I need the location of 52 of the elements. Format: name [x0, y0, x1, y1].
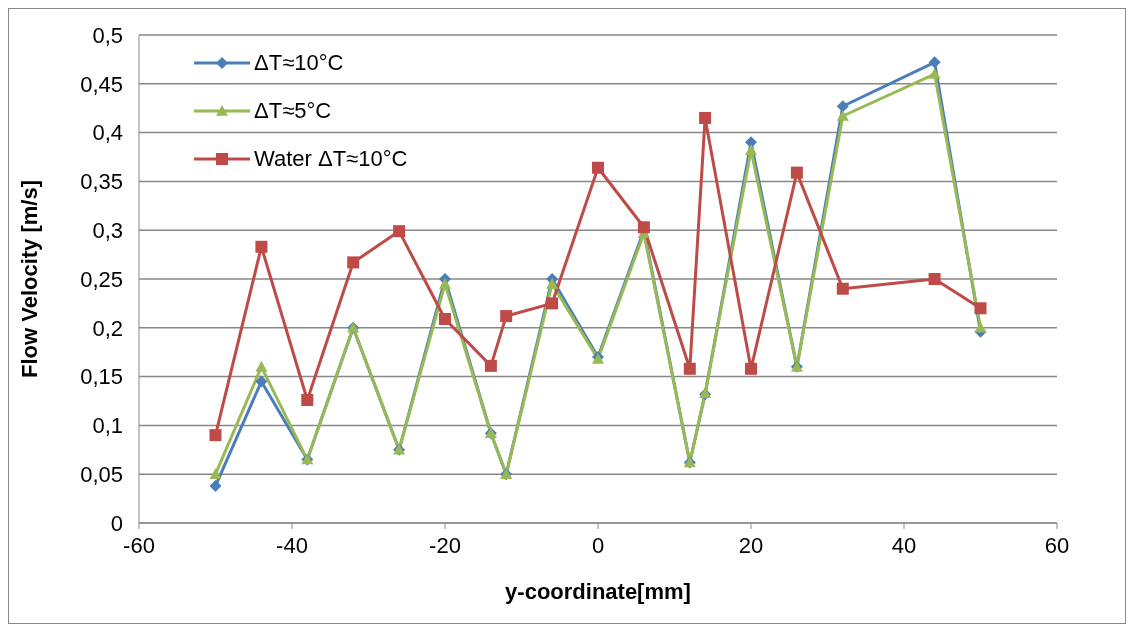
y-tick-label: 0,05 [80, 462, 123, 488]
point [255, 360, 268, 372]
point [301, 394, 314, 407]
point [836, 110, 849, 121]
y-tick-label: 0,25 [80, 266, 123, 292]
point [928, 56, 941, 69]
x-tick-label: -60 [123, 532, 155, 558]
y-tick-label: 0 [110, 510, 123, 536]
point [974, 302, 987, 315]
point [439, 313, 451, 326]
x-tick-label: 0 [591, 532, 605, 558]
point [209, 429, 222, 442]
point [790, 166, 803, 179]
x-tick-label: -20 [429, 532, 461, 558]
point [209, 468, 222, 479]
y-tick-label: 0,4 [92, 120, 123, 146]
legend-label: Water ΔT≈10°C [254, 146, 408, 172]
point [836, 282, 849, 295]
y-tick-label: 0,5 [92, 22, 123, 48]
x-axis-title: y-coordinate[mm] [505, 579, 691, 604]
point [592, 161, 604, 174]
point [836, 100, 849, 113]
point [683, 362, 696, 375]
point [928, 68, 941, 79]
y-tick-label: 0,35 [80, 169, 123, 195]
x-tick-label: 20 [738, 532, 764, 558]
point [546, 277, 559, 289]
point [255, 375, 268, 388]
point [439, 277, 451, 289]
point [974, 321, 987, 333]
legend-label: ΔT≈5°C [254, 98, 332, 124]
point [928, 273, 941, 285]
point [699, 111, 712, 124]
point [347, 256, 360, 269]
x-tick-label: 60 [1044, 532, 1070, 558]
y-tick-label: 0,15 [80, 364, 123, 390]
x-tick-label: 40 [891, 532, 917, 558]
point [546, 297, 559, 310]
point [500, 310, 513, 323]
y-tick-label: 0,45 [80, 71, 123, 97]
legend-label: ΔT≈10°C [254, 50, 344, 76]
point [209, 479, 222, 492]
point [393, 225, 406, 238]
y-tick-label: 0,1 [92, 413, 123, 439]
point [255, 240, 268, 253]
y-tick-label: 0,2 [92, 315, 123, 341]
point [484, 359, 497, 372]
y-tick-label: 0,3 [92, 218, 123, 244]
point [745, 362, 757, 375]
y-axis-title: Flow Velocity [m/s] [16, 179, 42, 379]
point [745, 144, 757, 155]
x-tick-label: -40 [276, 532, 308, 558]
